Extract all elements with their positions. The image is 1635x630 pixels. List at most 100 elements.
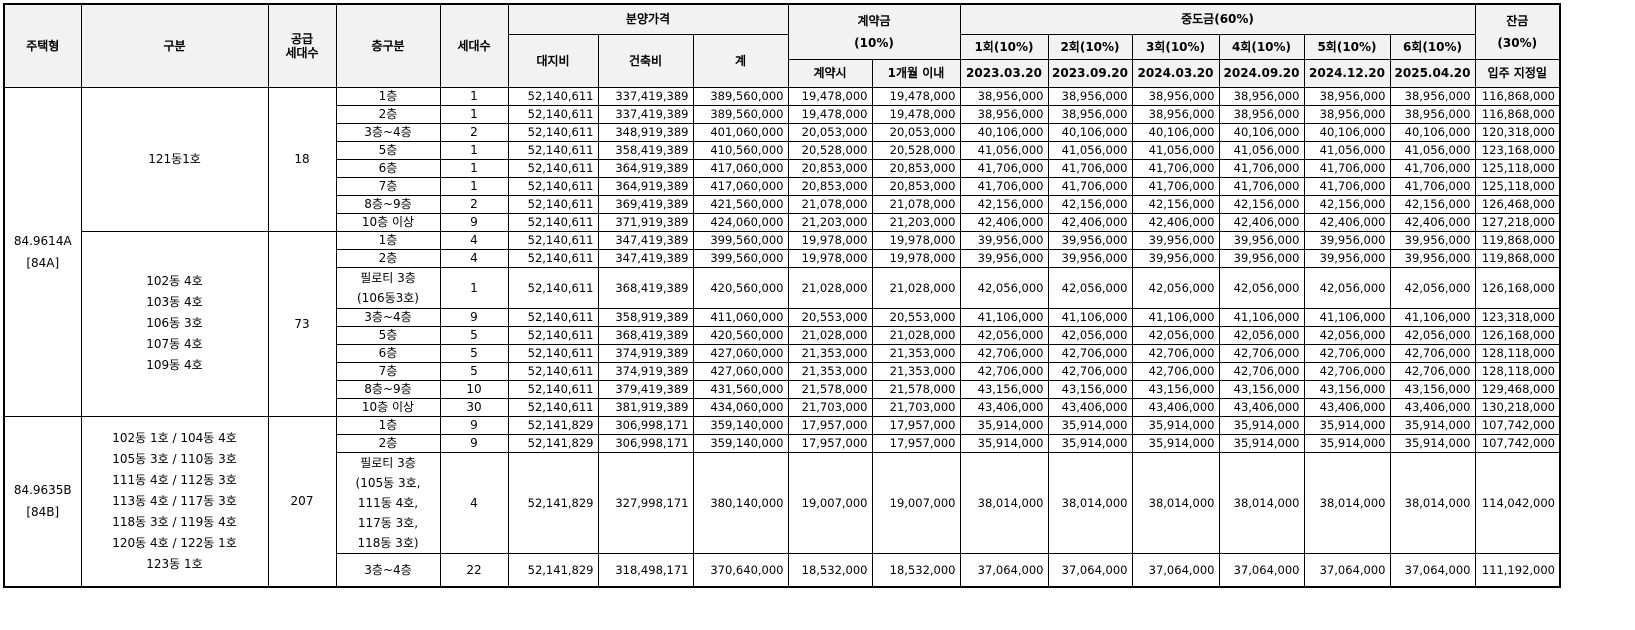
building-cost-cell: 364,919,389: [597, 176, 694, 196]
floor-cell: 1층: [335, 86, 441, 106]
units-cell: 1: [439, 158, 509, 178]
header-supply-line: 세대수: [285, 45, 319, 60]
middle-payment-2-cell: 43,406,000: [1047, 397, 1133, 417]
middle-payment-5-cell: 39,956,000: [1303, 248, 1391, 268]
middle-payment-6-cell: 38,956,000: [1389, 86, 1476, 106]
middle-payment-6-cell: 35,914,000: [1389, 415, 1476, 435]
middle-payment-4-cell: 42,706,000: [1218, 361, 1305, 381]
supply-count-cell: 73: [267, 230, 337, 417]
building-line: 102동 1호 / 104동 4호: [112, 430, 237, 445]
middle-payment-4-cell: 43,156,000: [1218, 379, 1305, 399]
floor-cell: 3층~4층: [335, 122, 441, 142]
middle-payment-6-cell: 38,956,000: [1389, 104, 1476, 124]
header-round-4: 4회(10%): [1218, 33, 1305, 60]
units-cell: 5: [439, 361, 509, 381]
middle-payment-2-cell: 41,706,000: [1047, 176, 1133, 196]
floor-line: 10층 이상: [361, 400, 415, 414]
table-row: 2층 9 52,141,829 306,998,171 359,140,000 17,95…: [4, 433, 1561, 453]
header-date-6: 2025.04.20: [1389, 58, 1476, 88]
middle-payment-6-cell: 42,406,000: [1389, 212, 1476, 232]
middle-payment-1-cell: 40,106,000: [959, 122, 1049, 142]
floor-line: 2층: [378, 251, 398, 265]
middle-payment-2-cell: 39,956,000: [1047, 230, 1133, 250]
table-row: 필로티 3층 (106동3호) 1 52,140,611 368,419,389 420,…: [4, 266, 1561, 309]
building-line: 111동 4호 / 112동 3호: [112, 472, 237, 487]
middle-payment-3-cell: 38,956,000: [1131, 104, 1220, 124]
floor-line: 111동 4호,: [357, 495, 419, 510]
total-price-cell: 424,060,000: [692, 212, 789, 232]
table-row: 8층~9층 2 52,140,611 369,419,389 421,560,000 21…: [4, 194, 1561, 214]
middle-payment-5-cell: 41,706,000: [1303, 158, 1391, 178]
building-line: 121동1호: [148, 151, 201, 166]
floor-line: 7층: [378, 179, 398, 193]
middle-payment-6-cell: 37,064,000: [1389, 552, 1476, 588]
table-row: 3층~4층 9 52,140,611 358,919,389 411,060,000 20…: [4, 307, 1561, 327]
middle-payment-1-cell: 38,014,000: [959, 451, 1049, 554]
building-line: 123동 1호: [146, 556, 203, 571]
house-type-alias: [84B]: [26, 505, 60, 520]
units-cell: 9: [439, 212, 509, 232]
floor-cell: 2층: [335, 248, 441, 268]
floor-cell: 8층~9층: [335, 194, 441, 214]
total-price-cell: 399,560,000: [692, 248, 789, 268]
middle-payment-6-cell: 39,956,000: [1389, 248, 1476, 268]
contract-1m-cell: 21,353,000: [871, 361, 961, 381]
middle-payment-1-cell: 42,156,000: [959, 194, 1049, 214]
middle-payment-4-cell: 41,106,000: [1218, 307, 1305, 327]
building-line: 118동 3호 / 119동 4호: [112, 514, 237, 529]
floor-line: (106동3호): [357, 290, 419, 305]
header-middle: 중도금(60%): [959, 3, 1476, 35]
middle-payment-4-cell: 39,956,000: [1218, 248, 1305, 268]
middle-payment-3-cell: 42,056,000: [1131, 325, 1220, 345]
land-cost-cell: 52,140,611: [507, 379, 599, 399]
table-header: 주택형 구분 공급 세대수 층구분 세대수 분양가격 계약금 (10%) 중도금(…: [3, 3, 1561, 88]
middle-payment-3-cell: 37,064,000: [1131, 552, 1220, 588]
floor-line: 117동 3호,: [357, 515, 419, 530]
contract-at-cell: 21,353,000: [787, 343, 873, 363]
middle-payment-2-cell: 41,106,000: [1047, 307, 1133, 327]
middle-payment-3-cell: 43,156,000: [1131, 379, 1220, 399]
floor-line: 1층: [378, 233, 398, 247]
middle-payment-3-cell: 42,056,000: [1131, 266, 1220, 309]
house-type-cell: 84.9614A [84A]: [3, 86, 82, 417]
land-cost-cell: 52,140,611: [507, 140, 599, 160]
middle-payment-6-cell: 41,056,000: [1389, 140, 1476, 160]
middle-payment-1-cell: 43,156,000: [959, 379, 1049, 399]
middle-payment-2-cell: 42,406,000: [1047, 212, 1133, 232]
middle-payment-2-cell: 42,706,000: [1047, 361, 1133, 381]
balance-cell: 123,318,000: [1474, 307, 1561, 327]
middle-payment-4-cell: 38,956,000: [1218, 86, 1305, 106]
total-price-cell: 370,640,000: [692, 552, 789, 588]
land-cost-cell: 52,141,829: [507, 433, 599, 453]
contract-1m-cell: 21,353,000: [871, 343, 961, 363]
middle-payment-6-cell: 38,014,000: [1389, 451, 1476, 554]
total-price-cell: 417,060,000: [692, 176, 789, 196]
floor-cell: 필로티 3층 (106동3호): [335, 266, 441, 309]
floor-cell: 필로티 3층 (105동 3호, 111동 4호, 117동 3호, 118동 3호): [335, 451, 441, 554]
header-building: 건축비: [597, 33, 694, 88]
contract-1m-cell: 20,853,000: [871, 176, 961, 196]
middle-payment-5-cell: 42,706,000: [1303, 343, 1391, 363]
total-price-cell: 359,140,000: [692, 415, 789, 435]
contract-1m-cell: 19,478,000: [871, 86, 961, 106]
middle-payment-6-cell: 41,706,000: [1389, 176, 1476, 196]
middle-payment-2-cell: 39,956,000: [1047, 248, 1133, 268]
middle-payment-1-cell: 41,056,000: [959, 140, 1049, 160]
floor-cell: 7층: [335, 361, 441, 381]
middle-payment-6-cell: 43,156,000: [1389, 379, 1476, 399]
middle-payment-1-cell: 35,914,000: [959, 433, 1049, 453]
middle-payment-1-cell: 42,706,000: [959, 343, 1049, 363]
total-price-cell: 420,560,000: [692, 266, 789, 309]
contract-1m-cell: 21,703,000: [871, 397, 961, 417]
balance-cell: 129,468,000: [1474, 379, 1561, 399]
building-cost-cell: 358,419,389: [597, 140, 694, 160]
building-line: 109동 4호: [146, 358, 203, 372]
middle-payment-4-cell: 42,156,000: [1218, 194, 1305, 214]
balance-cell: 119,868,000: [1474, 230, 1561, 250]
contract-1m-cell: 20,053,000: [871, 122, 961, 142]
land-cost-cell: 52,141,829: [507, 552, 599, 588]
units-cell: 10: [439, 379, 509, 399]
middle-payment-2-cell: 41,056,000: [1047, 140, 1133, 160]
table-row: 7층 1 52,140,611 364,919,389 417,060,000 20,85…: [4, 176, 1561, 196]
floor-cell: 5층: [335, 140, 441, 160]
